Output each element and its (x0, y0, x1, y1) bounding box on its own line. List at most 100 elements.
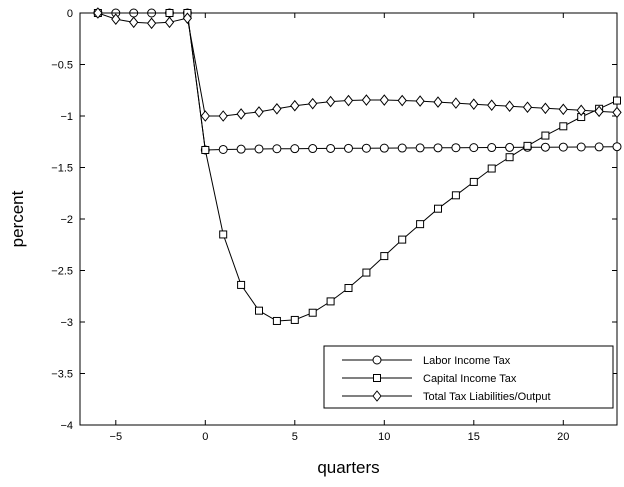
square-marker (487, 164, 496, 173)
legend-entry: Capital Income Tax (342, 373, 517, 385)
diamond-marker (612, 106, 622, 119)
circle-marker (540, 142, 550, 152)
square-marker (344, 284, 353, 293)
series-diamond (93, 7, 622, 122)
legend-square-marker (373, 374, 381, 382)
series-circle (93, 8, 622, 155)
diamond-marker (236, 108, 246, 120)
diamond-marker (218, 110, 228, 122)
circle-marker (379, 143, 389, 153)
y-tick-label: −2 (60, 214, 73, 226)
diamond-marker (415, 95, 425, 107)
circle-marker (576, 142, 586, 152)
circle-marker (326, 143, 336, 153)
square-marker (613, 96, 621, 105)
square-marker (505, 153, 514, 162)
diamond-marker (433, 96, 443, 108)
y-tick-label: −3.5 (51, 369, 73, 381)
diamond-marker (200, 110, 210, 122)
square-marker (541, 131, 550, 140)
square-marker (326, 297, 335, 306)
square-marker (434, 204, 442, 213)
diamond-marker (469, 98, 479, 110)
diamond-marker (540, 102, 551, 115)
x-tick-label: 5 (292, 431, 298, 443)
square-marker (308, 308, 317, 317)
diamond-marker (594, 105, 604, 118)
diamond-marker (558, 103, 568, 116)
y-tick-label: −0.5 (51, 60, 73, 72)
diamond-marker (164, 16, 175, 29)
x-tick-label: 20 (557, 431, 569, 443)
square-marker (469, 177, 478, 186)
circle-marker (254, 144, 264, 154)
square-marker (380, 252, 389, 261)
diamond-marker (290, 99, 300, 112)
axis-ticks: −5 0 5 10 15 20 0 −0.5 −1 −1.5 −2 −2.5 −3 −3.5 −4 (51, 8, 617, 443)
square-marker (165, 9, 174, 17)
legend-entry: Labor Income Tax (342, 355, 511, 367)
circle-marker (612, 142, 622, 152)
diamond-marker (504, 100, 515, 113)
y-tick-label: −2.5 (51, 266, 73, 278)
diamond-marker (272, 102, 282, 115)
circle-marker (308, 144, 318, 154)
x-axis-title: quarters (317, 458, 379, 477)
x-tick-label: 10 (378, 431, 390, 443)
circle-marker (415, 143, 425, 153)
square-marker (451, 191, 460, 200)
diamond-marker (182, 12, 193, 24)
circle-marker (290, 144, 300, 154)
y-tick-label: 0 (67, 8, 73, 20)
diamond-marker (522, 101, 533, 114)
diamond-marker (576, 104, 586, 117)
diamond-marker (361, 94, 372, 106)
circle-marker (487, 143, 497, 153)
diamond-marker (487, 99, 497, 111)
y-tick-label: −1.5 (51, 163, 73, 175)
circle-marker (218, 144, 228, 154)
square-marker (290, 315, 299, 324)
diamond-marker (93, 7, 103, 19)
diamond-marker (397, 94, 407, 107)
diamond-marker (129, 16, 139, 29)
circle-marker (469, 143, 479, 153)
circle-marker (236, 144, 246, 154)
diamond-marker (451, 97, 461, 109)
square-marker (219, 230, 228, 239)
x-tick-label: −5 (110, 431, 123, 443)
series-square (93, 9, 621, 325)
legend: Labor Income Tax Capital Income Tax Total … (323, 345, 614, 409)
square-marker (255, 306, 263, 315)
square-marker (416, 220, 425, 229)
circle-marker (558, 142, 568, 152)
legend-entry: Total Tax Liabilities/Output (342, 390, 551, 403)
square-marker (362, 268, 371, 277)
legend-diamond-marker (372, 390, 382, 402)
y-tick-label: −3 (60, 317, 73, 329)
y-axis-title: percent (8, 190, 27, 247)
series-layer (93, 7, 622, 325)
legend-circle-marker (372, 355, 382, 365)
diamond-marker (343, 94, 354, 107)
circle-marker (594, 142, 604, 152)
diamond-marker (325, 95, 336, 108)
y-tick-label: −1 (60, 111, 73, 123)
diamond-marker (111, 13, 121, 25)
diamond-marker (308, 97, 318, 110)
square-marker (523, 141, 532, 150)
legend-label: Total Tax Liabilities/Output (423, 391, 551, 403)
circle-marker (433, 143, 443, 153)
square-marker (559, 122, 568, 131)
circle-marker (272, 144, 282, 154)
square-marker (201, 145, 210, 154)
series-line (97, 12, 618, 322)
x-tick-label: 15 (468, 431, 480, 443)
square-marker (272, 316, 281, 325)
circle-marker (344, 143, 353, 153)
circle-marker (397, 143, 407, 153)
series-line (97, 12, 618, 117)
square-marker (237, 280, 246, 289)
legend-box (323, 345, 614, 409)
